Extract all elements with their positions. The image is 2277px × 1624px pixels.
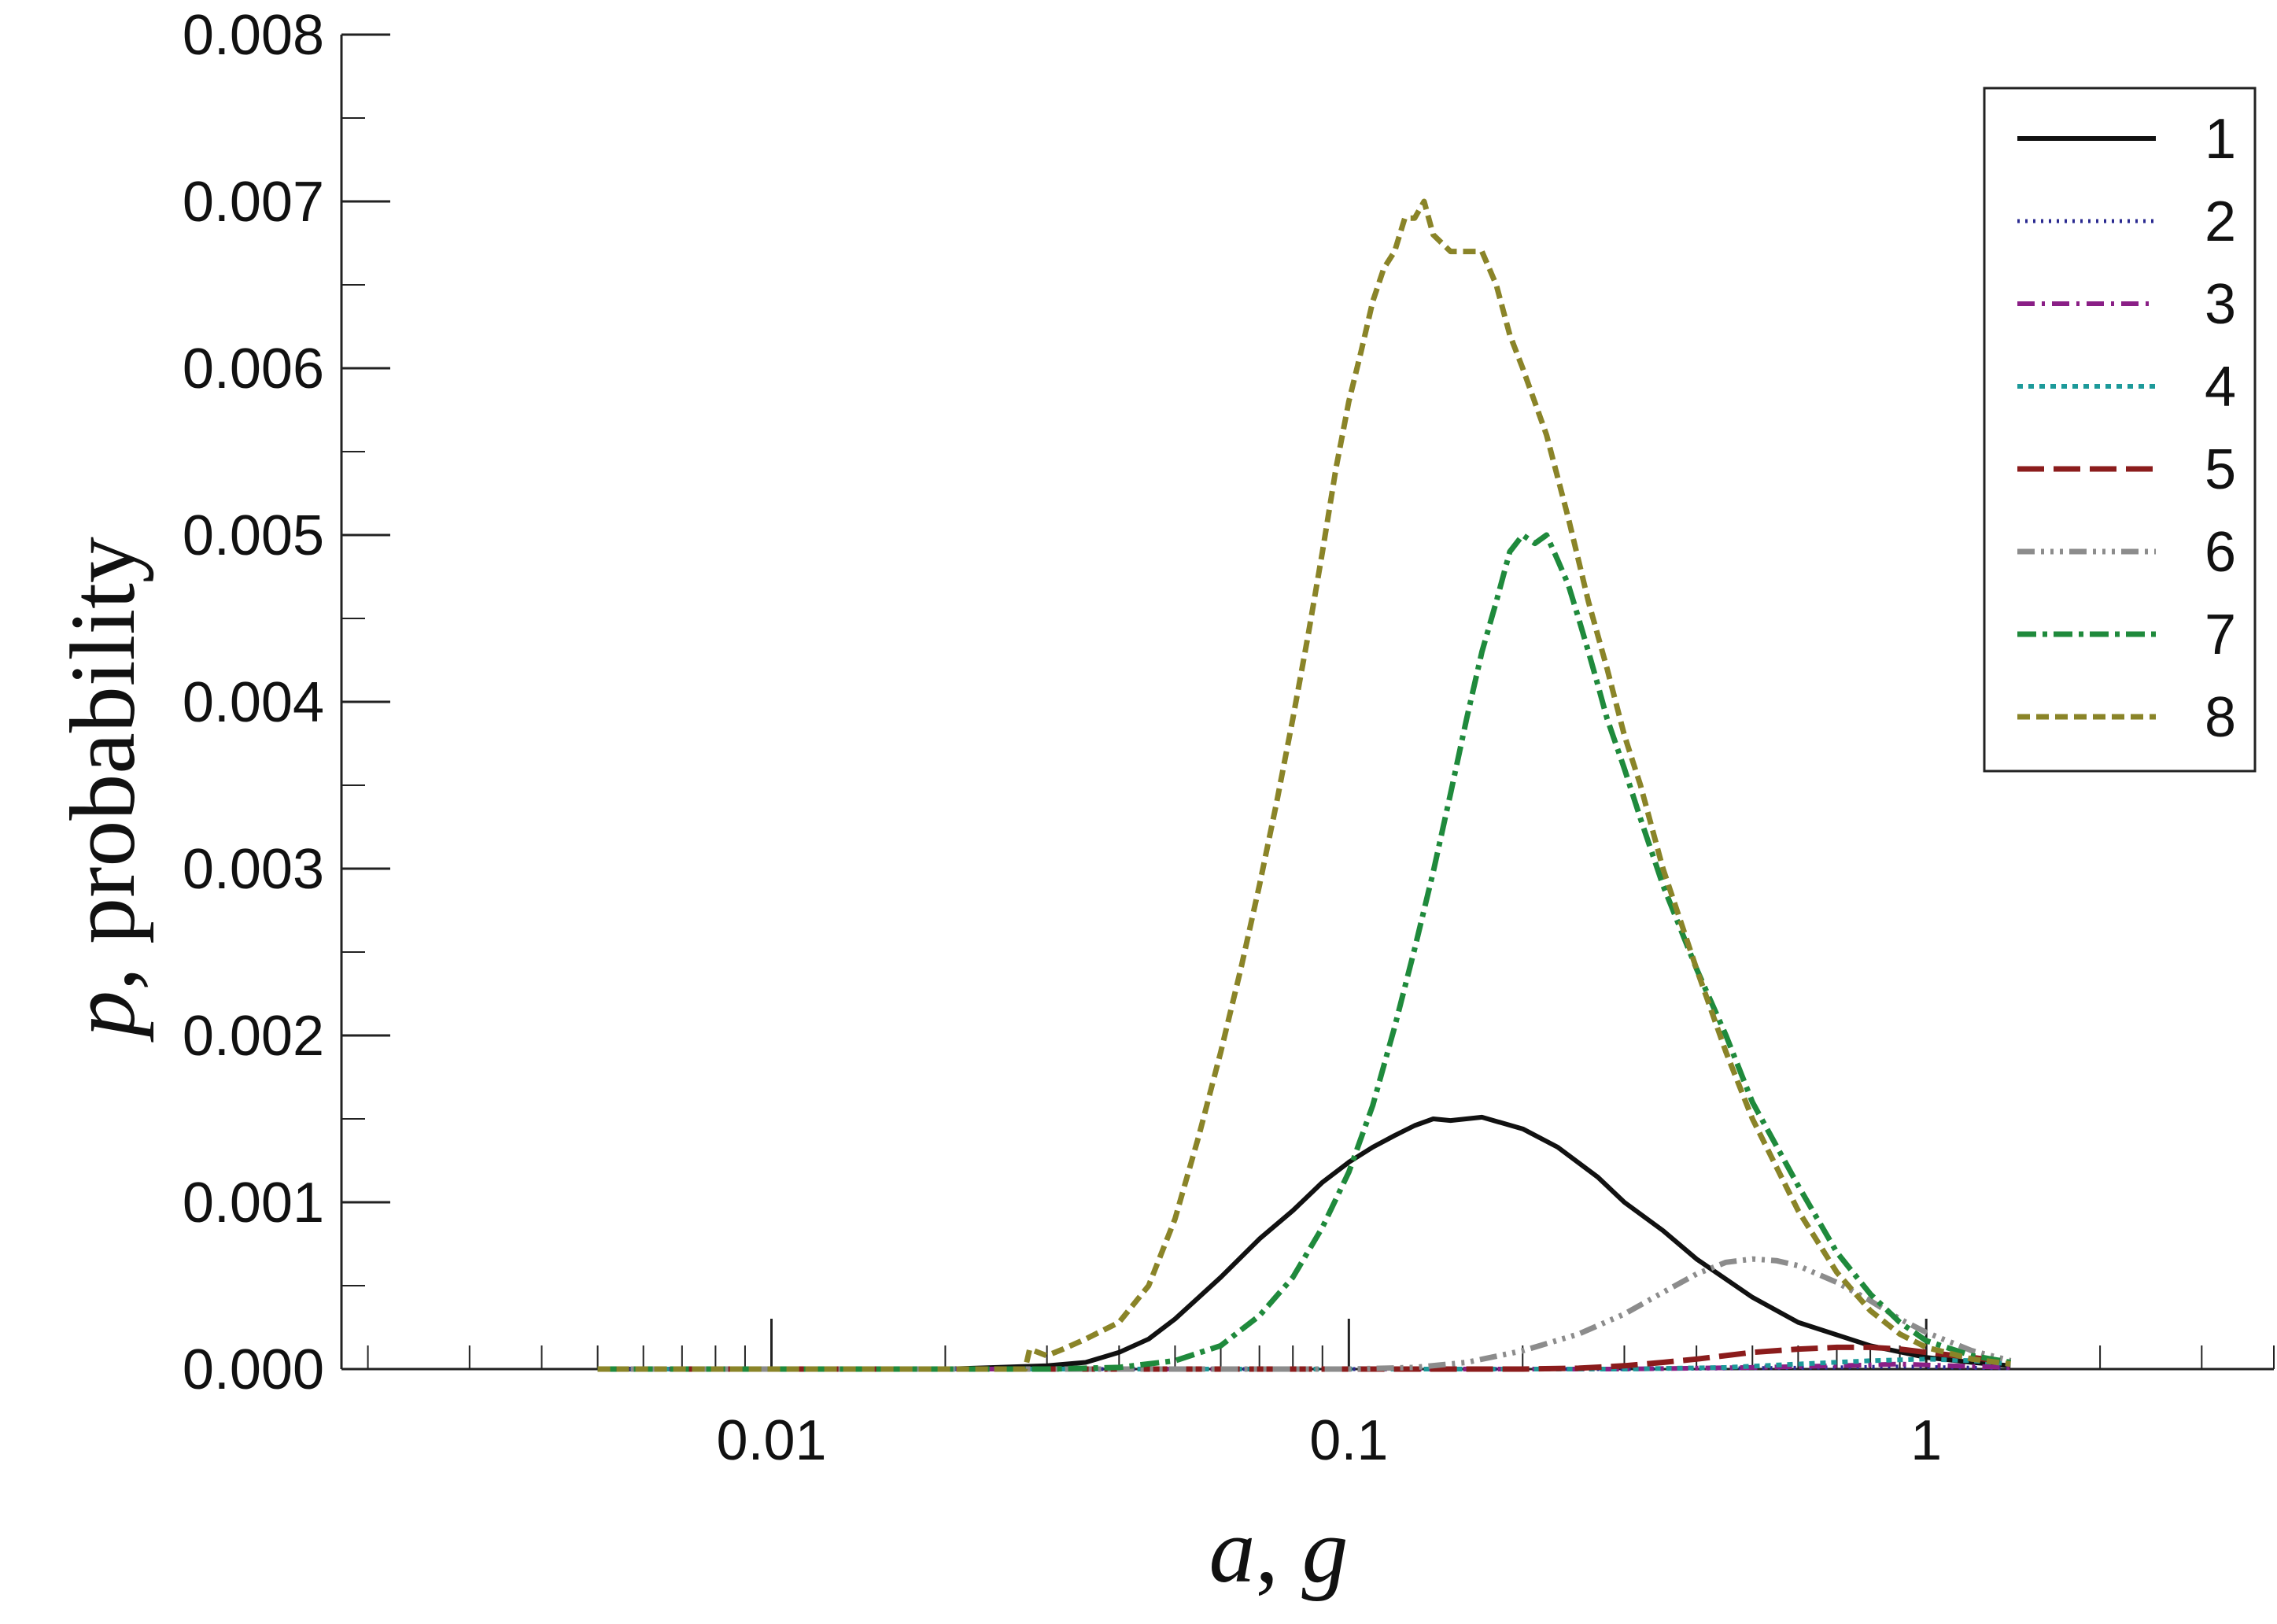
x-axis-title-var: a — [1209, 1499, 1256, 1602]
series-line-8 — [597, 198, 2011, 1372]
y-tick-label: 0.000 — [183, 1338, 324, 1401]
y-axis-title-rest: , probability — [51, 537, 154, 991]
y-tick-label: 0.002 — [183, 1005, 324, 1068]
y-tick-label: 0.003 — [183, 838, 324, 901]
legend-label-3: 3 — [2205, 273, 2236, 336]
x-tick-label: 0.1 — [1309, 1409, 1388, 1472]
series-lines — [597, 198, 2012, 1372]
y-axis-title-var: p — [51, 991, 154, 1043]
legend: 1 2 3 4 5 6 7 8 — [1983, 87, 2257, 773]
x-tick-label: 1 — [1910, 1409, 1942, 1472]
y-tick-label: 0.005 — [183, 504, 324, 567]
y-axis-title: p, probability — [51, 537, 154, 1043]
legend-label-8: 8 — [2205, 686, 2236, 749]
series-line-5 — [597, 1344, 2011, 1372]
series-line-7 — [597, 532, 2011, 1372]
series-line-1 — [597, 1114, 2011, 1371]
y-tick-label: 0.006 — [183, 338, 324, 400]
y-tick-label: 0.004 — [183, 671, 324, 734]
series-line-4 — [597, 1356, 2011, 1371]
legend-label-4: 4 — [2205, 356, 2236, 419]
legend-label-6: 6 — [2205, 521, 2236, 584]
y-tick-label: 0.007 — [183, 171, 324, 234]
x-axis-title-unit: g — [1302, 1499, 1349, 1602]
legend-label-5: 5 — [2205, 438, 2236, 501]
legend-label-7: 7 — [2205, 603, 2236, 666]
series-line-3 — [597, 1361, 2011, 1371]
x-tick-label: 0.01 — [716, 1409, 826, 1472]
legend-label-1: 1 — [2205, 108, 2236, 171]
legend-box — [1983, 87, 2257, 773]
x-axis-title-sep: , — [1256, 1499, 1302, 1602]
axes: 0.000 0.001 0.002 0.003 0.004 0.005 0.006 0.007… — [183, 4, 2275, 1472]
y-tick-label: 0.001 — [183, 1172, 324, 1235]
legend-label-2: 2 — [2205, 190, 2236, 253]
series-line-6 — [597, 1256, 2012, 1372]
x-axis-title: a, g — [1209, 1499, 1349, 1602]
y-tick-label: 0.008 — [183, 4, 324, 67]
